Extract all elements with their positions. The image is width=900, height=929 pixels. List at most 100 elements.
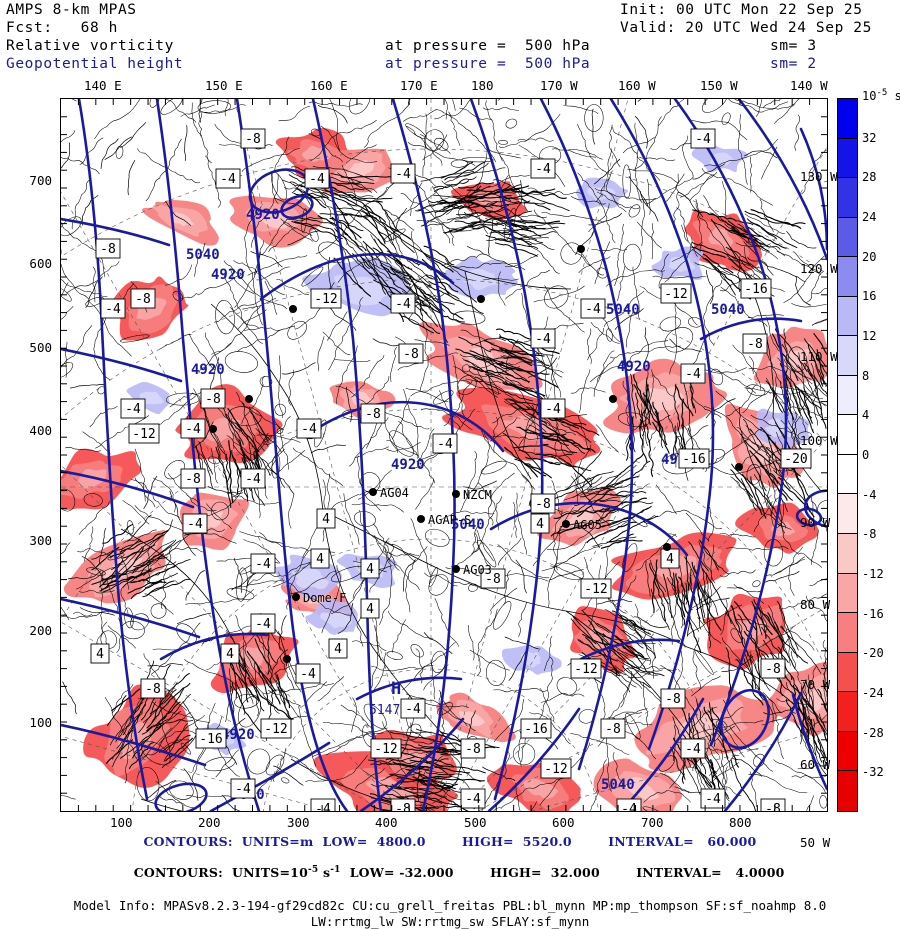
- vorticity-label-text: -4: [621, 802, 637, 811]
- station-dot: [562, 520, 570, 528]
- vorticity-contour-closed: [462, 157, 493, 162]
- vorticity-contour-closed: [234, 693, 265, 731]
- field-vorticity-label: Relative vorticity: [6, 38, 174, 54]
- colorbar-band: [838, 139, 857, 179]
- vorticity-contour-closed: [198, 100, 232, 114]
- vorticity-label-text: -8: [205, 392, 221, 407]
- vorticity-label-box: -16: [196, 729, 226, 748]
- vorticity-contour: [738, 114, 747, 185]
- station-dot: [735, 463, 743, 471]
- vorticity-label-text: -4: [309, 172, 325, 187]
- vorticity-label-box: -4: [391, 294, 415, 313]
- vorticity-label-text: -12: [544, 762, 567, 777]
- vorticity-contour-closed: [699, 99, 731, 116]
- vorticity-contour: [795, 115, 800, 151]
- x-tick-label: 100: [110, 815, 133, 830]
- vort-info-exp: -5: [308, 865, 318, 875]
- vorticity-label-box: 4: [317, 509, 335, 528]
- vorticity-contour: [603, 453, 643, 489]
- vorticity-label-box: -4: [531, 329, 555, 348]
- vorticity-contour: [594, 358, 614, 396]
- vort-info-exp2: -1: [330, 865, 340, 875]
- colorbar-band: [838, 336, 857, 376]
- vorticity-label-text: -16: [682, 452, 705, 467]
- colorbar-tick-label: 20: [862, 250, 876, 264]
- colorbar-tick-label: 32: [862, 131, 876, 145]
- vorticity-contour: [637, 222, 662, 248]
- vorticity-label-box: -4: [691, 129, 715, 148]
- lat-tick-label: 100 W: [800, 433, 838, 448]
- vorticity-smoothing-label: sm= 3: [770, 38, 817, 54]
- lon-tick-label: 140 W: [790, 78, 828, 93]
- vorticity-contour-closed: [498, 140, 507, 145]
- height-contour-label: 4920: [617, 359, 651, 375]
- physics-info-line: LW:rrtmg_lw SW:rrtmg_sw SFLAY:sf_mynn: [0, 914, 900, 929]
- map-layers: 4920492049204920492049204920504050405040…: [61, 99, 827, 811]
- vorticity-label-box: -4: [101, 299, 125, 318]
- vorticity-contour-closed: [423, 526, 452, 550]
- station-dot: [289, 305, 297, 313]
- vorticity-label-box: -16: [741, 279, 771, 298]
- vorticity-label-text: -4: [535, 162, 551, 177]
- colorbar-band: [838, 732, 857, 772]
- lat-tick-label: 70 W: [800, 677, 830, 692]
- vorticity-label-text: -12: [264, 722, 287, 737]
- vorticity-contour: [748, 774, 807, 793]
- vorticity-contour: [609, 671, 631, 719]
- coastline-detail: [105, 137, 132, 160]
- lon-tick-label: 170 W: [540, 78, 578, 93]
- coastline-detail: [70, 385, 106, 389]
- colorbar-band: [838, 574, 857, 614]
- vorticity-contour: [387, 442, 421, 451]
- vorticity-contour: [278, 355, 283, 418]
- vorticity-label-box: -8: [761, 659, 785, 678]
- colorbar-tick-label: -8: [862, 527, 876, 541]
- vorticity-contour: [748, 315, 784, 318]
- vorticity-label-box: -4: [541, 399, 565, 418]
- colorbar[interactable]: [837, 98, 858, 812]
- colorbar-tick-label: -16: [862, 607, 884, 621]
- vorticity-label-box: -4: [433, 434, 457, 453]
- height-contour-label: 5040: [606, 302, 640, 318]
- vorticity-contour-closed: [622, 244, 642, 272]
- x-tick-label: 700: [641, 815, 664, 830]
- vorticity-label-box: -4: [231, 779, 255, 798]
- vorticity-label-box: -8: [141, 679, 165, 698]
- vorticity-label-text: -4: [315, 802, 331, 811]
- vorticity-label-box: -4: [241, 469, 265, 488]
- vorticity-label-text: -8: [245, 132, 261, 147]
- vorticity-label-text: -4: [220, 172, 236, 187]
- vorticity-contour: [257, 267, 290, 280]
- vorticity-label-box: -8: [461, 739, 485, 758]
- lat-tick-label: 130 W: [800, 169, 838, 184]
- colorbar-band: [838, 415, 857, 455]
- vorticity-contour-closed: [480, 459, 508, 477]
- vorticity-label-box: -8: [181, 469, 205, 488]
- vorticity-contour: [392, 398, 409, 439]
- vorticity-contour: [569, 149, 603, 159]
- colorbar-band: [838, 99, 857, 139]
- vorticity-label-box: -4: [251, 554, 275, 573]
- vorticity-label-text: -4: [695, 132, 711, 147]
- colorbar-tick-label: -28: [862, 726, 884, 740]
- coastline-detail: [128, 160, 135, 195]
- station-label: AG04: [380, 486, 409, 500]
- vorticity-label-text: -16: [524, 722, 547, 737]
- vorticity-label-box: -4: [581, 299, 605, 318]
- colorbar-tick-label: 8: [862, 369, 869, 383]
- coastline-detail: [638, 99, 651, 102]
- vorticity-label-text: -8: [100, 242, 116, 257]
- vorticity-label-text: -8: [535, 497, 551, 512]
- vorticity-label-box: -12: [661, 284, 691, 303]
- vorticity-label-box: 4: [661, 549, 679, 568]
- colorbar-tick-label: -24: [862, 686, 884, 700]
- coastline-detail: [177, 613, 211, 624]
- height-contour-label: 5040: [186, 247, 220, 263]
- init-time-label: Init: 00 UTC Mon 22 Sep 25: [620, 2, 863, 18]
- vorticity-contour: [80, 138, 104, 165]
- high-center-value: 5147: [369, 703, 400, 718]
- vorticity-label-text: -4: [465, 792, 481, 807]
- vorticity-contour: [745, 211, 806, 225]
